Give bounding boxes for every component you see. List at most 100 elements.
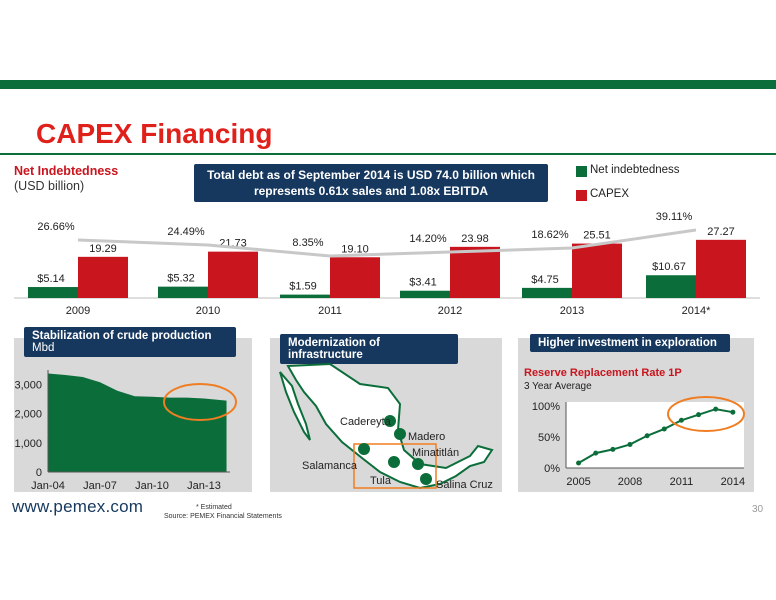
net-value-label-3: $3.41 [409, 277, 437, 289]
net-value-label-0: $5.14 [37, 273, 65, 285]
category-label-0: 2009 [66, 305, 90, 317]
ratio-line [77, 228, 697, 258]
rrr-point-5 [661, 426, 667, 432]
refinery-zone-box [353, 443, 437, 489]
crude-ytick-3: 3,000 [14, 380, 42, 392]
legend-net-swatch [576, 166, 587, 177]
crude-ytick-0: 0 [36, 467, 42, 479]
crude-xtick-2: Jan-10 [135, 480, 169, 492]
ratio-label-1: 24.49% [167, 226, 205, 238]
legend-capex-label: CAPEX [590, 188, 629, 200]
crude-area [48, 373, 227, 472]
rrr-xtick-3: 2014 [721, 476, 745, 488]
ratio-label-4: 18.62% [531, 229, 569, 241]
bar-net-0 [28, 287, 78, 298]
crude-highlight-ellipse [163, 383, 237, 421]
ratio-label-0: 26.66% [37, 221, 75, 233]
net-indebtedness-unit: (USD billion) [14, 179, 85, 193]
crude-panel-header: Stabilization of crude production Mbd [24, 327, 236, 357]
site-tula-icon [388, 456, 400, 468]
rrr-ytick-2: 100% [532, 401, 560, 413]
capex-value-label-0: 19.29 [89, 243, 117, 255]
legend-net-label: Net indebtedness [590, 164, 680, 176]
rrr-xtick-1: 2008 [618, 476, 642, 488]
rrr-point-4 [644, 433, 650, 439]
page-number: 30 [752, 504, 764, 515]
rrr-point-9 [730, 409, 736, 415]
bar-net-3 [400, 290, 450, 298]
rrr-point-6 [678, 417, 684, 423]
mexico-map [279, 362, 494, 490]
rrr-point-0 [576, 460, 582, 466]
site-cadereyta-icon [384, 415, 396, 427]
rrr-subtitle: 3 Year Average [524, 381, 592, 392]
category-label-5: 2014* [682, 305, 711, 317]
net-value-label-4: $4.75 [531, 274, 559, 286]
site-minatitlan-icon [412, 458, 424, 470]
footnote-source: Source: PEMEX Financial Statements [164, 513, 282, 520]
rrr-line [578, 408, 734, 464]
crude-xtick-0: Jan-04 [31, 480, 65, 492]
site-salinacruz-icon [420, 473, 432, 485]
bar-capex-4 [572, 243, 622, 298]
rrr-ytick-1: 50% [538, 432, 560, 444]
capex-value-label-5: 27.27 [707, 226, 735, 238]
map-label-salamanca: Salamanca [302, 460, 358, 472]
debt-callout: Total debt as of September 2014 is USD 7… [194, 164, 548, 202]
bar-net-2 [280, 294, 330, 298]
crude-ytick-1: 1,000 [14, 438, 42, 450]
callout-line-1: Total debt as of September 2014 is USD 7… [207, 168, 535, 182]
category-label-4: 2013 [560, 305, 584, 317]
map-label-tula: Tula [370, 475, 391, 487]
crude-xtick-1: Jan-07 [83, 480, 117, 492]
category-label-3: 2012 [438, 305, 462, 317]
footer-url[interactable]: www.pemex.com [12, 497, 144, 516]
rrr-point-8 [713, 406, 719, 412]
site-salamanca-icon [358, 443, 370, 455]
ratio-label-2: 8.35% [292, 237, 323, 249]
rrr-point-2 [610, 446, 616, 452]
net-indebtedness-label: Net Indebtedness [14, 164, 119, 178]
rrr-title: Reserve Replacement Rate 1P [524, 367, 682, 379]
crude-xtick-3: Jan-13 [187, 480, 221, 492]
callout-line-2: represents 0.61x sales and 1.08x EBITDA [253, 184, 489, 198]
map-label-minatitlan: Minatitlán [412, 447, 460, 459]
capex-value-label-4: 25.51 [583, 230, 611, 242]
top-bar [0, 80, 776, 89]
rrr-point-1 [593, 450, 599, 456]
legend-capex-swatch [576, 190, 587, 201]
rrr-xtick-2: 2011 [670, 476, 694, 488]
footnote-estimated: * Estimated [196, 504, 232, 511]
bar-capex-3 [450, 246, 500, 298]
map-label-madero: Madero [408, 431, 446, 443]
capex-financing-chart: $5.1419.292009$5.3221.732010$1.5919.1020… [14, 211, 760, 317]
footnote: * Estimated Source: PEMEX Financial Stat… [164, 503, 282, 521]
crude-ytick-2: 2,000 [14, 409, 42, 421]
rrr-ytick-0: 0% [544, 463, 560, 475]
rrr-point-7 [696, 412, 702, 418]
bar-net-5 [646, 275, 696, 298]
rrr-point-3 [627, 441, 633, 447]
capex-value-label-2: 19.10 [341, 243, 369, 255]
category-label-2: 2011 [318, 305, 342, 317]
net-value-label-1: $5.32 [167, 273, 195, 285]
map-label-salinacruz: Salina Cruz [436, 479, 493, 491]
bar-capex-5 [696, 239, 746, 298]
crude-panel-unit: Mbd [32, 342, 55, 354]
category-label-1: 2010 [196, 305, 220, 317]
capex-value-label-3: 23.98 [461, 233, 489, 245]
bar-capex-1 [208, 251, 258, 298]
ratio-label-5: 39.11% [656, 211, 693, 223]
net-value-label-2: $1.59 [289, 281, 317, 293]
crude-production-chart: 0 1,000 2,000 3,000 Jan-04 Jan-07 Jan-10 Jan-13 [14, 370, 237, 492]
crude-panel-title: Stabilization of crude production [32, 330, 212, 342]
site-madero-icon [394, 428, 406, 440]
rrr-plot-area [566, 402, 744, 468]
bar-net-1 [158, 286, 208, 298]
bar-net-4 [522, 287, 572, 298]
ratio-label-3: 14.20% [409, 233, 447, 245]
rrr-xtick-0: 2005 [566, 476, 590, 488]
title-rule [0, 153, 776, 155]
rrr-highlight-ellipse [667, 396, 745, 432]
bar-capex-0 [78, 256, 128, 298]
